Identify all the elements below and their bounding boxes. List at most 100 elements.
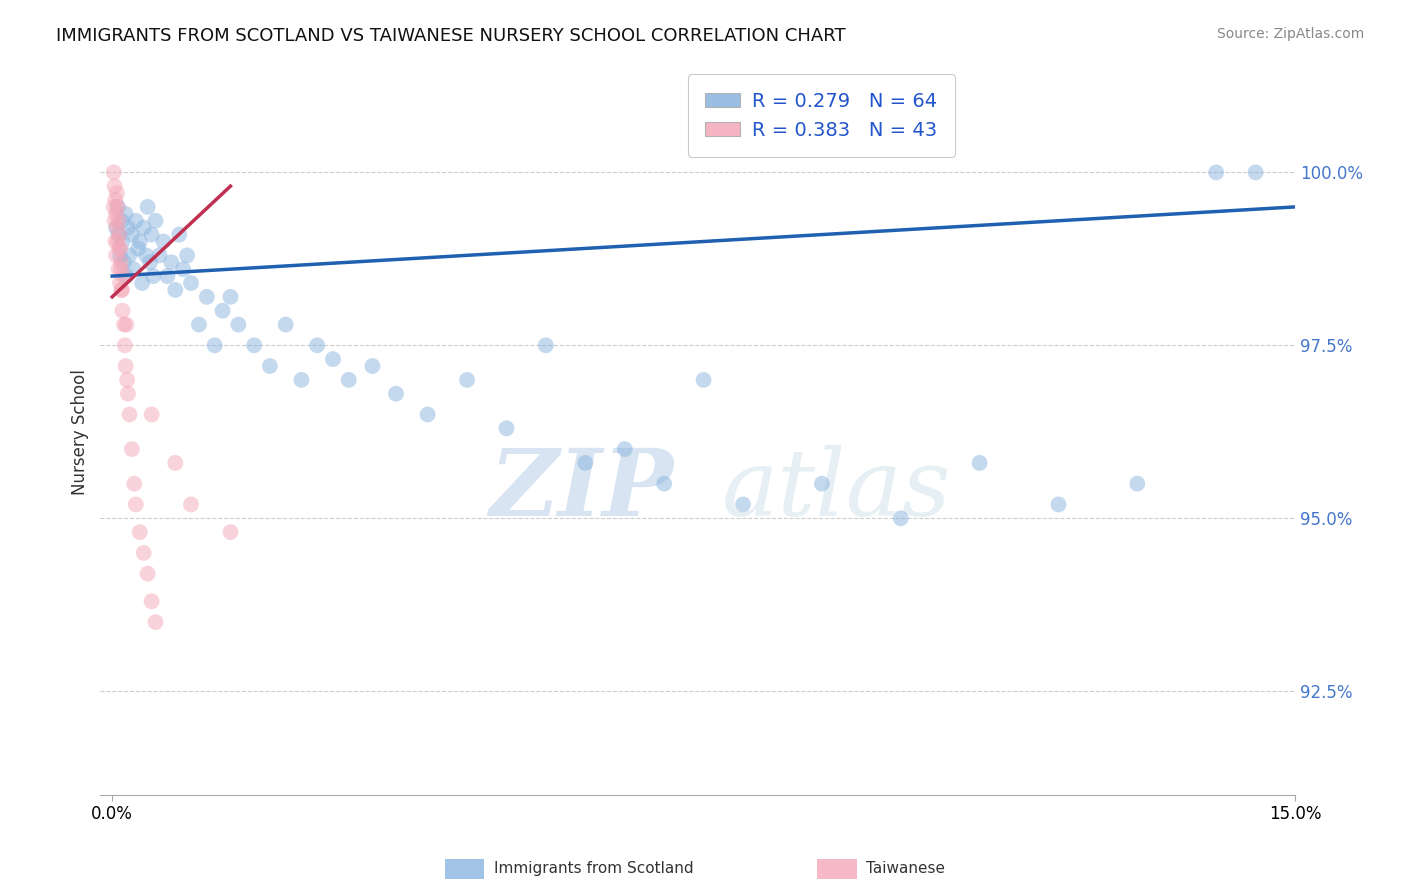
Point xyxy=(652,476,675,491)
Point xyxy=(145,615,167,629)
Point xyxy=(112,269,135,284)
Point xyxy=(534,338,557,352)
Point xyxy=(104,235,127,249)
Point xyxy=(132,220,155,235)
Point xyxy=(1205,165,1227,179)
Point xyxy=(204,338,226,352)
Point xyxy=(219,525,242,540)
Point xyxy=(115,269,138,284)
Point xyxy=(112,318,135,332)
Point xyxy=(145,213,167,227)
Point xyxy=(337,373,360,387)
Point xyxy=(107,227,129,242)
Point xyxy=(613,442,636,456)
Point xyxy=(142,269,165,284)
Point xyxy=(108,242,131,256)
Text: Immigrants from Scotland: Immigrants from Scotland xyxy=(494,862,693,876)
Point xyxy=(125,498,148,512)
Point xyxy=(118,408,141,422)
Point xyxy=(180,498,202,512)
Point xyxy=(111,283,134,297)
Point xyxy=(180,276,202,290)
Point xyxy=(111,235,134,249)
Point xyxy=(890,511,912,525)
Point xyxy=(103,165,125,179)
Point xyxy=(156,269,179,284)
Point xyxy=(114,359,136,373)
Point xyxy=(165,283,187,297)
Point xyxy=(108,242,131,256)
Point xyxy=(160,255,183,269)
Text: IMMIGRANTS FROM SCOTLAND VS TAIWANESE NURSERY SCHOOL CORRELATION CHART: IMMIGRANTS FROM SCOTLAND VS TAIWANESE NU… xyxy=(56,27,846,45)
Point xyxy=(110,262,132,277)
Legend: R = 0.279   N = 64, R = 0.383   N = 43: R = 0.279 N = 64, R = 0.383 N = 43 xyxy=(688,74,955,157)
Point xyxy=(219,290,242,304)
Point xyxy=(1047,498,1070,512)
Text: atlas: atlas xyxy=(721,445,950,535)
Point xyxy=(692,373,714,387)
Point xyxy=(122,476,145,491)
Point xyxy=(495,421,517,435)
Point xyxy=(111,303,134,318)
Point xyxy=(811,476,834,491)
Point xyxy=(131,276,153,290)
Point xyxy=(108,276,131,290)
Point xyxy=(114,338,136,352)
Point xyxy=(114,207,136,221)
Point xyxy=(290,373,312,387)
Point xyxy=(105,186,128,200)
Point xyxy=(243,338,266,352)
Point xyxy=(148,248,170,262)
Point xyxy=(125,213,148,227)
Point xyxy=(110,255,132,269)
Point xyxy=(135,248,157,262)
Point xyxy=(103,213,125,227)
Point xyxy=(307,338,329,352)
Point xyxy=(172,262,194,277)
Point xyxy=(117,386,139,401)
Point xyxy=(107,200,129,214)
Point xyxy=(105,248,128,262)
Text: ZIP: ZIP xyxy=(489,445,673,535)
Text: Taiwanese: Taiwanese xyxy=(866,862,945,876)
Point xyxy=(136,200,159,214)
Point xyxy=(167,227,190,242)
Point xyxy=(118,248,141,262)
Point xyxy=(122,262,145,277)
Point xyxy=(105,207,128,221)
Point xyxy=(165,456,187,470)
Point xyxy=(456,373,478,387)
Point xyxy=(108,248,131,262)
Point xyxy=(136,566,159,581)
Point xyxy=(1126,476,1149,491)
Point xyxy=(107,262,129,277)
Point xyxy=(111,283,134,297)
Point xyxy=(107,213,129,227)
Point xyxy=(115,318,138,332)
Point xyxy=(115,373,138,387)
Point xyxy=(121,227,143,242)
Point xyxy=(104,193,127,207)
Point xyxy=(969,456,991,470)
Point xyxy=(322,352,344,367)
Point xyxy=(107,200,129,214)
Point xyxy=(259,359,281,373)
Point xyxy=(103,179,125,194)
Point xyxy=(105,220,128,235)
Point xyxy=(127,242,149,256)
Point xyxy=(274,318,297,332)
Point xyxy=(141,594,163,608)
Point xyxy=(112,255,135,269)
Point xyxy=(111,213,134,227)
Y-axis label: Nursery School: Nursery School xyxy=(72,369,89,495)
Point xyxy=(107,235,129,249)
Point xyxy=(361,359,384,373)
Point xyxy=(105,220,128,235)
Point xyxy=(152,235,174,249)
Point xyxy=(141,227,163,242)
Point xyxy=(1244,165,1267,179)
Point xyxy=(228,318,250,332)
Point xyxy=(574,456,596,470)
Point xyxy=(731,498,754,512)
Point xyxy=(121,442,143,456)
